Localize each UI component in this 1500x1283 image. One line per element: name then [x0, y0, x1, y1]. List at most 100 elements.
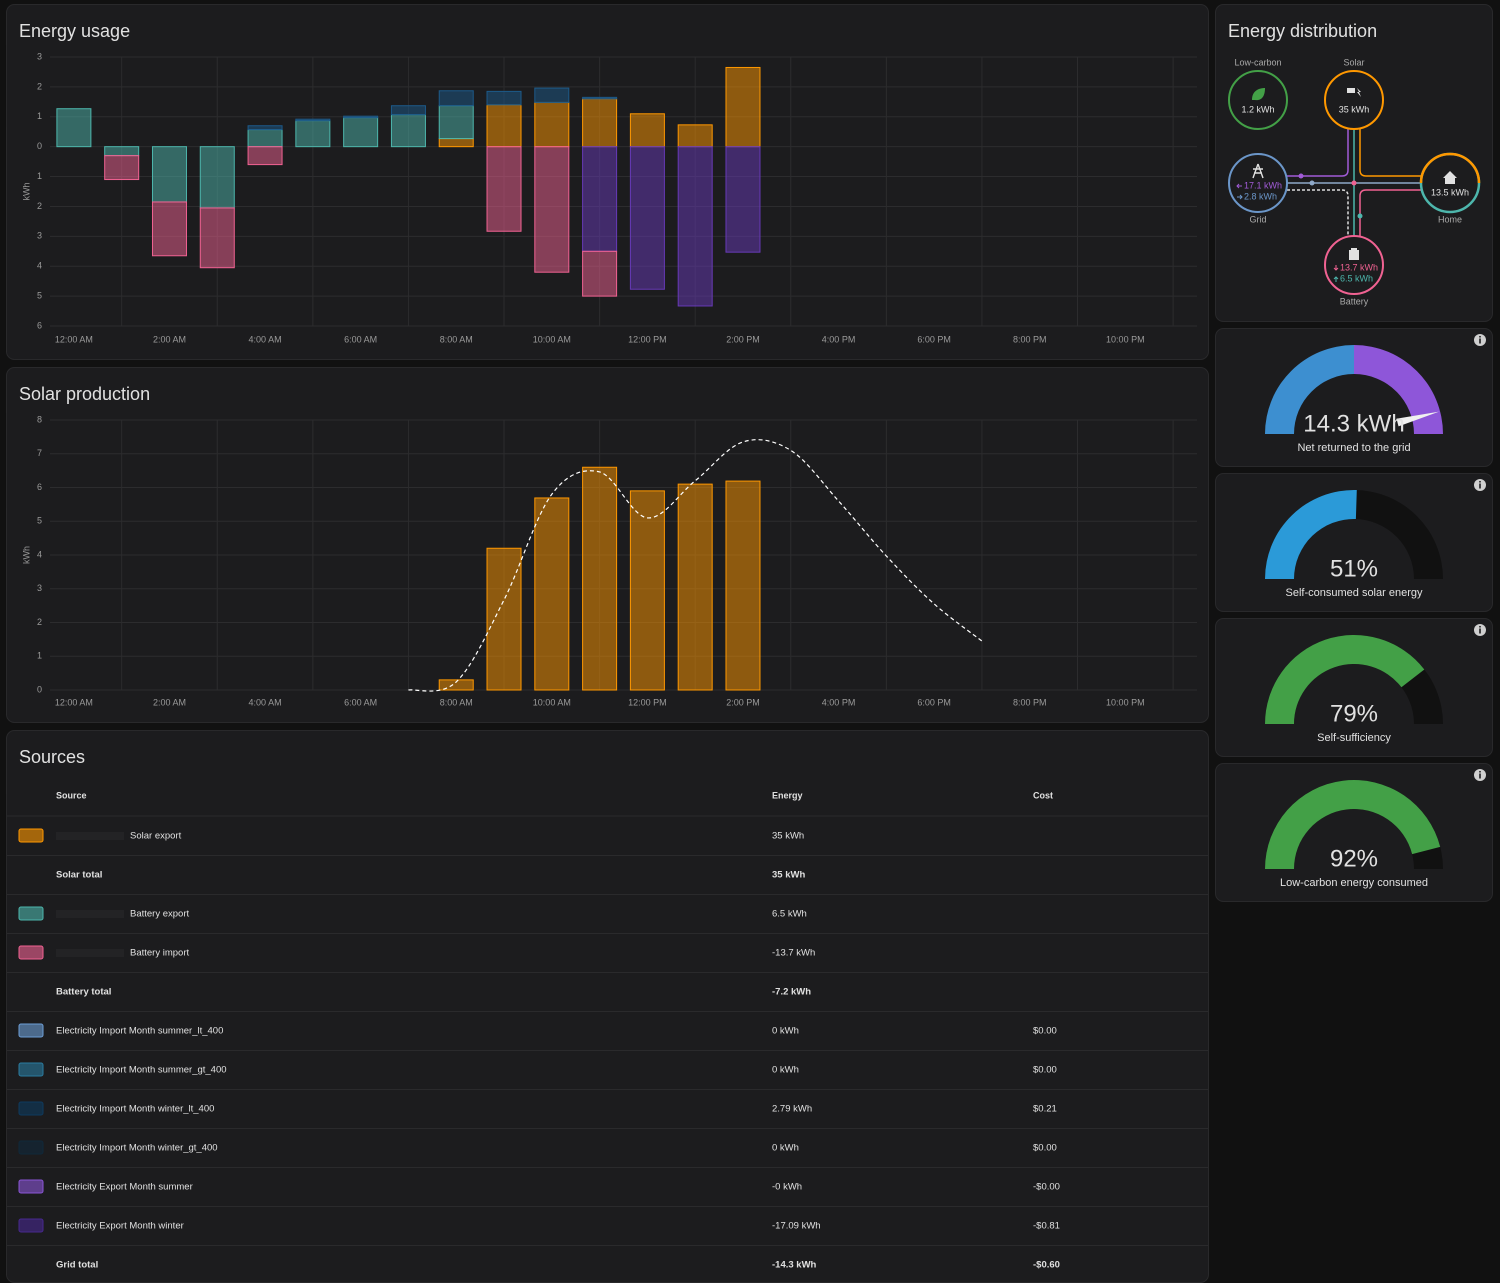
info-glyph: [1479, 628, 1481, 634]
x-tick-label: 12:00 AM: [55, 697, 93, 707]
x-tick-label: 6:00 PM: [917, 334, 951, 344]
flow: [1359, 129, 1421, 177]
node-value-out: 6.5 kWh: [1340, 273, 1373, 283]
icon-home: [1443, 171, 1457, 184]
gauge-value: [1265, 490, 1357, 579]
gauge-label: Net returned to the grid: [1297, 442, 1410, 454]
node-battery: [1324, 235, 1384, 295]
source-swatch: [18, 1179, 44, 1194]
x-tick-label: 2:00 AM: [153, 334, 186, 344]
x-tick-label: 2:00 PM: [726, 697, 760, 707]
node-value-in: 17.1 kWh: [1244, 180, 1282, 190]
redacted-name: [56, 832, 124, 840]
source-energy: 6.5 kWh: [772, 909, 807, 920]
forecast-line: [408, 439, 983, 692]
y-tick-label: 3: [37, 583, 42, 593]
flow-dot: [1309, 180, 1315, 186]
y-tick-label: 2: [37, 617, 42, 627]
icon-battery: [1349, 248, 1359, 260]
bar: [486, 146, 522, 232]
x-tick-label: 10:00 PM: [1106, 697, 1145, 707]
gauge-value-label: 51%: [1330, 555, 1378, 582]
y-tick-label: 2: [37, 81, 42, 91]
info-glyph: [1479, 338, 1481, 344]
x-tick-label: 10:00 PM: [1106, 334, 1145, 344]
node-value: 13.5 kWh: [1431, 187, 1469, 197]
bar: [582, 96, 618, 100]
gauge-value-label: 92%: [1330, 845, 1378, 872]
card-title: Sources: [19, 747, 85, 767]
bar: [534, 146, 570, 273]
bar: [486, 104, 522, 148]
bar: [151, 146, 187, 203]
source-energy: 35 kWh: [772, 831, 804, 842]
y-tick-label: 7: [37, 448, 42, 458]
bar: [582, 98, 618, 148]
card-title: Energy distribution: [1228, 21, 1377, 41]
bar: [247, 129, 283, 148]
source-swatch: [18, 1140, 44, 1155]
bar: [582, 466, 618, 691]
flow: [1287, 129, 1349, 177]
bar: [486, 547, 522, 691]
y-tick-label: 1: [37, 651, 42, 661]
bar: [247, 146, 283, 166]
source-name: Electricity Import Month summer_gt_400: [56, 1065, 227, 1076]
source-name: Battery total: [56, 987, 111, 998]
bar: [343, 117, 379, 148]
source-energy: 2.79 kWh: [772, 1104, 812, 1115]
bar: [199, 207, 235, 269]
source-swatch: [18, 906, 44, 921]
gauge-value: [1265, 779, 1441, 869]
info-glyph: [1479, 773, 1481, 779]
x-tick-label: 6:00 PM: [917, 697, 951, 707]
source-energy: 0 kWh: [772, 1026, 799, 1037]
source-cost: $0.00: [1033, 1026, 1057, 1037]
bar: [390, 114, 426, 148]
bar: [677, 124, 713, 148]
bar: [725, 480, 761, 691]
source-energy: 0 kWh: [772, 1143, 799, 1154]
gauge-label: Self-sufficiency: [1317, 732, 1391, 744]
source-energy: -0 kWh: [772, 1182, 802, 1193]
arrow: [1236, 183, 1242, 189]
x-tick-label: 6:00 AM: [344, 697, 377, 707]
y-tick-label: 4: [37, 261, 42, 271]
x-tick-label: 12:00 AM: [55, 334, 93, 344]
card: [6, 730, 1209, 1283]
x-tick-label: 12:00 PM: [628, 334, 667, 344]
gauge-label: Low-carbon energy consumed: [1280, 877, 1428, 889]
x-tick-label: 2:00 AM: [153, 697, 186, 707]
y-axis-label: kWh: [21, 546, 31, 564]
source-name: Battery export: [130, 909, 189, 920]
info-glyph: [1479, 483, 1481, 489]
y-tick-label: 1: [37, 111, 42, 121]
bar: [295, 120, 331, 148]
source-name: Electricity Import Month winter_lt_400: [56, 1104, 214, 1115]
source-cost: -$0.60: [1033, 1260, 1060, 1271]
gauge-value-label: 79%: [1330, 700, 1378, 727]
source-energy: -13.7 kWh: [772, 948, 815, 959]
column-header: Energy: [772, 790, 803, 800]
x-tick-label: 2:00 PM: [726, 334, 760, 344]
bar: [438, 90, 474, 107]
bar: [534, 87, 570, 103]
node-value-out: 2.8 kWh: [1244, 191, 1277, 201]
node-value: 35 kWh: [1339, 104, 1370, 114]
y-tick-label: 5: [37, 516, 42, 526]
source-swatch: [18, 945, 44, 960]
arrow: [1333, 276, 1339, 282]
card-title: Energy usage: [19, 21, 130, 41]
x-tick-label: 6:00 AM: [344, 334, 377, 344]
x-tick-label: 8:00 PM: [1013, 697, 1047, 707]
source-cost: $0.21: [1033, 1104, 1057, 1115]
gauge-value: [1265, 634, 1425, 724]
x-tick-label: 8:00 AM: [440, 334, 473, 344]
node-home-arc: [1419, 152, 1481, 184]
source-name: Battery import: [130, 948, 189, 959]
flow-dot: [1298, 173, 1304, 179]
bar: [151, 201, 187, 257]
x-tick-label: 4:00 AM: [249, 697, 282, 707]
flow: [1359, 189, 1421, 236]
